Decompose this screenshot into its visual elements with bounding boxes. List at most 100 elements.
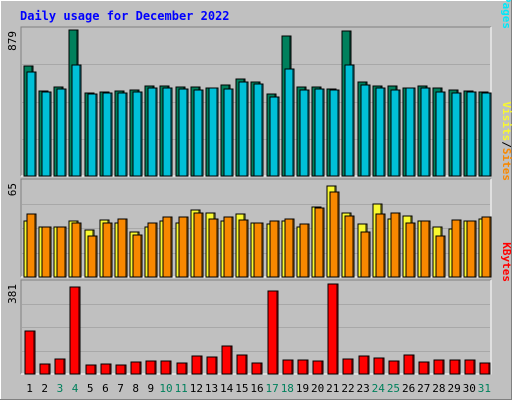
panel-visits-sites: 65 Visits/Sites (6, 102, 512, 278)
bar-files-27 (420, 87, 431, 177)
bar-kbytes-1-shade (33, 331, 35, 374)
bar-files-30-outline (466, 91, 477, 177)
bar-files-17-shade (277, 97, 279, 176)
chart-title: Daily usage for December 2022 (20, 9, 230, 23)
x-tick-label: 17 (266, 382, 279, 395)
bar-files-26-outline (405, 87, 416, 177)
bar-sites-28-shade (443, 236, 445, 277)
bar-kbytes-17-shade (276, 291, 278, 374)
bar-kbytes-11-fill (177, 363, 187, 374)
bar-kbytes-5-outline (85, 364, 97, 375)
bar-kbytes-19 (297, 359, 309, 375)
bar-files-2-shade (49, 92, 51, 176)
bar-files-24 (375, 87, 386, 177)
bar-files-25-fill (391, 90, 400, 176)
bar-kbytes-9-outline (145, 360, 157, 375)
bar-sites-18 (284, 218, 295, 278)
bar-files-15-shade (246, 82, 248, 176)
bar-sites-9-fill (148, 223, 157, 277)
bar-files-28-shade (443, 92, 445, 176)
x-tick-label: 27 (417, 382, 430, 395)
bar-files-4 (71, 64, 82, 177)
bar-kbytes-10-outline (160, 360, 172, 375)
bar-kbytes-20-outline (312, 360, 324, 375)
bar-sites-2-outline (41, 226, 52, 278)
bar-sites-10-shade (170, 217, 172, 277)
bar-sites-17-outline (269, 220, 280, 278)
bar-sites-24-shade (383, 214, 385, 277)
bar-sites-28-outline (435, 235, 446, 278)
bar-sites-25-fill (391, 213, 400, 277)
bar-sites-22-fill (345, 216, 354, 277)
bar-files-3-outline (56, 88, 67, 177)
bar-kbytes-27-outline (418, 361, 430, 375)
bar-files-5 (87, 93, 98, 177)
bar-sites-16-shade (261, 223, 263, 277)
x-tick-label: 29 (447, 382, 460, 395)
bar-kbytes-23-shade (367, 356, 369, 374)
bar-kbytes-19-fill (298, 360, 308, 374)
bar-files-11-outline (178, 88, 189, 177)
bar-kbytes-16-shade (260, 363, 262, 374)
bar-sites-21 (329, 191, 340, 278)
bar-files-29 (451, 92, 462, 177)
bar-sites-16-fill (254, 223, 263, 277)
bar-sites-18-outline (284, 218, 295, 278)
bar-sites-26-shade (413, 223, 415, 277)
bar-files-4-shade (79, 65, 81, 176)
bar-sites-14-outline (223, 216, 234, 278)
bar-sites-14 (223, 216, 234, 278)
bar-sites-19-outline (299, 223, 310, 278)
bar-sites-7-outline (117, 218, 128, 278)
bar-sites-20-fill (315, 208, 324, 277)
bar-sites-2 (41, 226, 52, 278)
bar-sites-25 (390, 212, 401, 278)
bar-kbytes-23 (358, 355, 370, 375)
bar-kbytes-14-fill (222, 346, 232, 374)
bar-sites-24-fill (376, 214, 385, 277)
x-tick-label: 10 (159, 382, 172, 395)
bar-kbytes-7-outline (115, 364, 127, 375)
x-tick-label: 28 (432, 382, 445, 395)
bar-sites-11-shade (186, 217, 188, 277)
panel-hits-files-pages: 879 Hits/Files/Pages (6, 0, 512, 177)
bar-sites-3 (56, 226, 67, 278)
bar-files-16-shade (261, 84, 263, 176)
bar-sites-24-outline (375, 213, 386, 278)
bar-files-20 (314, 88, 325, 177)
bar-kbytes-26-outline (403, 354, 415, 375)
bar-files-17-outline (269, 96, 280, 177)
bar-files-20-fill (315, 89, 324, 176)
scale-max-label: 381 (6, 284, 19, 304)
bar-kbytes-31-outline (479, 362, 491, 375)
bar-kbytes-15 (236, 354, 248, 375)
bar-sites-23-fill (361, 232, 370, 277)
bar-files-10-fill (163, 88, 172, 176)
bar-sites-3-outline (56, 226, 67, 278)
bar-sites-30-outline (466, 220, 477, 278)
bar-files-31-outline (481, 92, 492, 177)
bar-sites-7-fill (118, 219, 127, 277)
bar-kbytes-29-outline (449, 359, 461, 375)
bar-kbytes-20 (312, 360, 324, 375)
bar-kbytes-7-fill (116, 365, 126, 374)
bar-sites-3-fill (57, 227, 66, 277)
bar-sites-4-outline (71, 222, 82, 278)
bar-sites-6-shade (110, 223, 112, 277)
x-tick-label: 8 (132, 382, 139, 395)
panel-legend-label: Hits/Files/Pages (500, 0, 512, 29)
bar-sites-23-outline (360, 231, 371, 278)
x-tick-label: 7 (117, 382, 124, 395)
bar-files-4-outline (71, 64, 82, 177)
legend-entry: Sites (500, 148, 512, 181)
bar-files-20-shade (322, 89, 324, 176)
bar-kbytes-24-fill (374, 358, 384, 374)
bar-sites-13-outline (208, 218, 219, 278)
bar-sites-20-shade (322, 208, 324, 277)
bar-kbytes-25 (388, 360, 400, 375)
panel-border-shadow (20, 26, 491, 176)
bar-files-24-fill (376, 88, 385, 176)
scale-max-label: 879 (6, 31, 19, 51)
legend-separator: / (500, 141, 512, 148)
bar-files-8-fill (133, 92, 142, 176)
